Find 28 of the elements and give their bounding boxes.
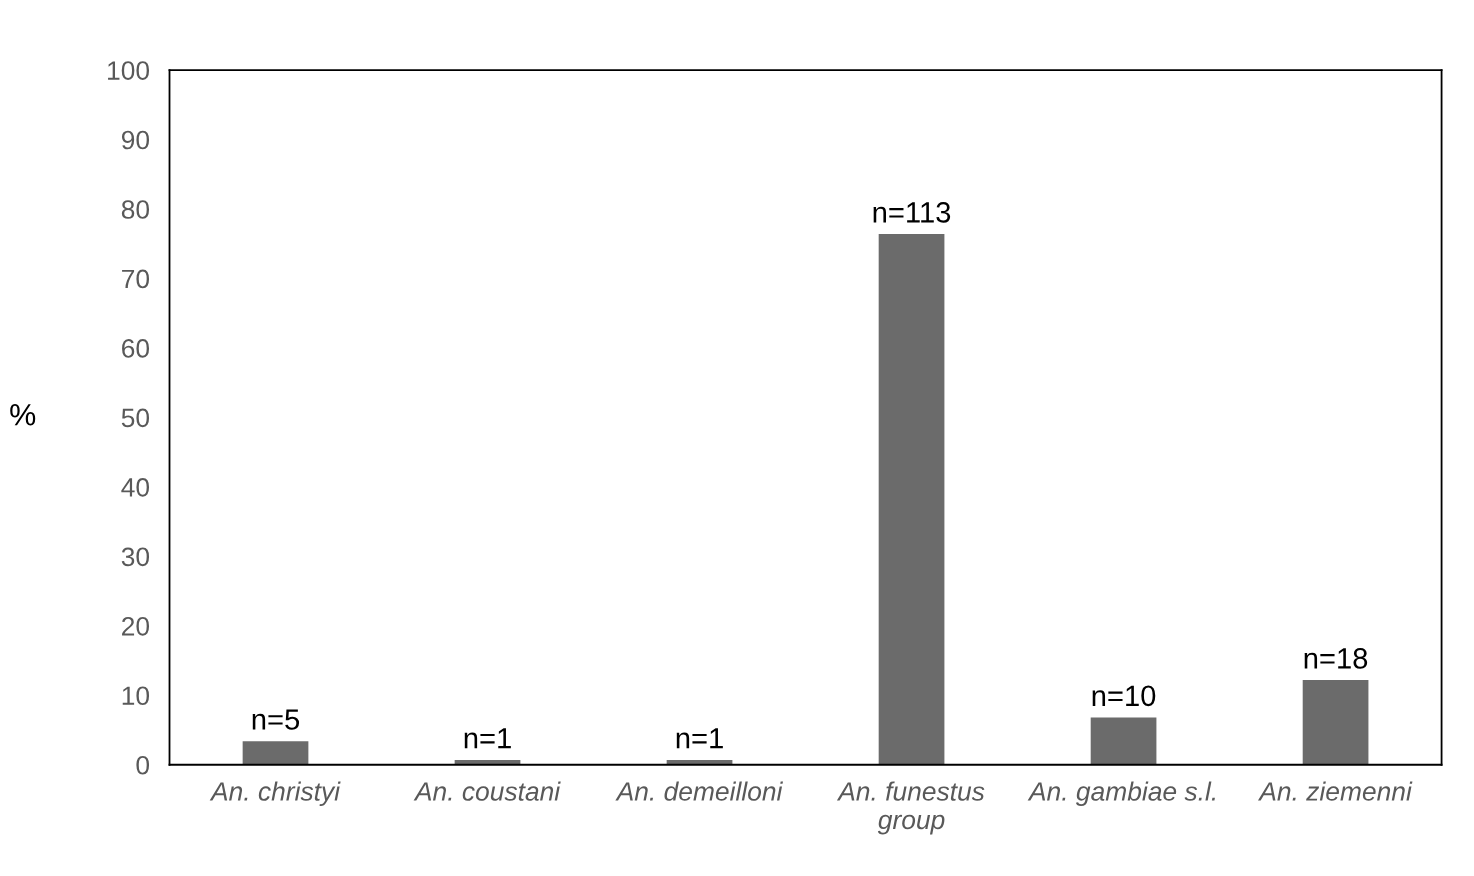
x-tick-label: An. funestus group bbox=[836, 781, 985, 835]
y-tick-label: 90 bbox=[121, 130, 150, 150]
y-tick-label: 10 bbox=[122, 686, 150, 706]
y-tick-label: 40 bbox=[121, 478, 150, 497]
y-tick-label: 60 bbox=[122, 339, 150, 358]
y-tick-label: 50 bbox=[121, 408, 150, 428]
bar bbox=[878, 234, 945, 765]
annotation: n=1 bbox=[676, 728, 723, 749]
x-tick-label: An. christyi bbox=[209, 781, 341, 807]
y-tick-label: 20 bbox=[122, 616, 150, 636]
annotation: n=18 bbox=[1304, 648, 1368, 669]
x-tick-label: An. demeilloni bbox=[615, 781, 784, 801]
y-tick-label: 70 bbox=[122, 269, 150, 289]
y-tick-label: 100 bbox=[108, 61, 150, 80]
x-tick-label: An. coustani bbox=[413, 781, 561, 801]
y-tick-label: 0 bbox=[136, 755, 150, 775]
x-tick-label: An. gambiae s.l. bbox=[1027, 781, 1215, 807]
bar bbox=[1090, 717, 1157, 765]
y-axis-title: % bbox=[10, 404, 36, 426]
annotation: n=113 bbox=[873, 202, 951, 223]
annotation: n=10 bbox=[1092, 685, 1156, 707]
bar bbox=[242, 741, 309, 765]
annotation: n=5 bbox=[252, 709, 300, 730]
y-tick-label: 30 bbox=[121, 547, 150, 567]
annotation: n=1 bbox=[464, 728, 511, 749]
bar bbox=[1302, 680, 1369, 765]
x-tick-label: An. ziemenni bbox=[1257, 781, 1413, 801]
y-tick-label: 80 bbox=[121, 200, 150, 219]
